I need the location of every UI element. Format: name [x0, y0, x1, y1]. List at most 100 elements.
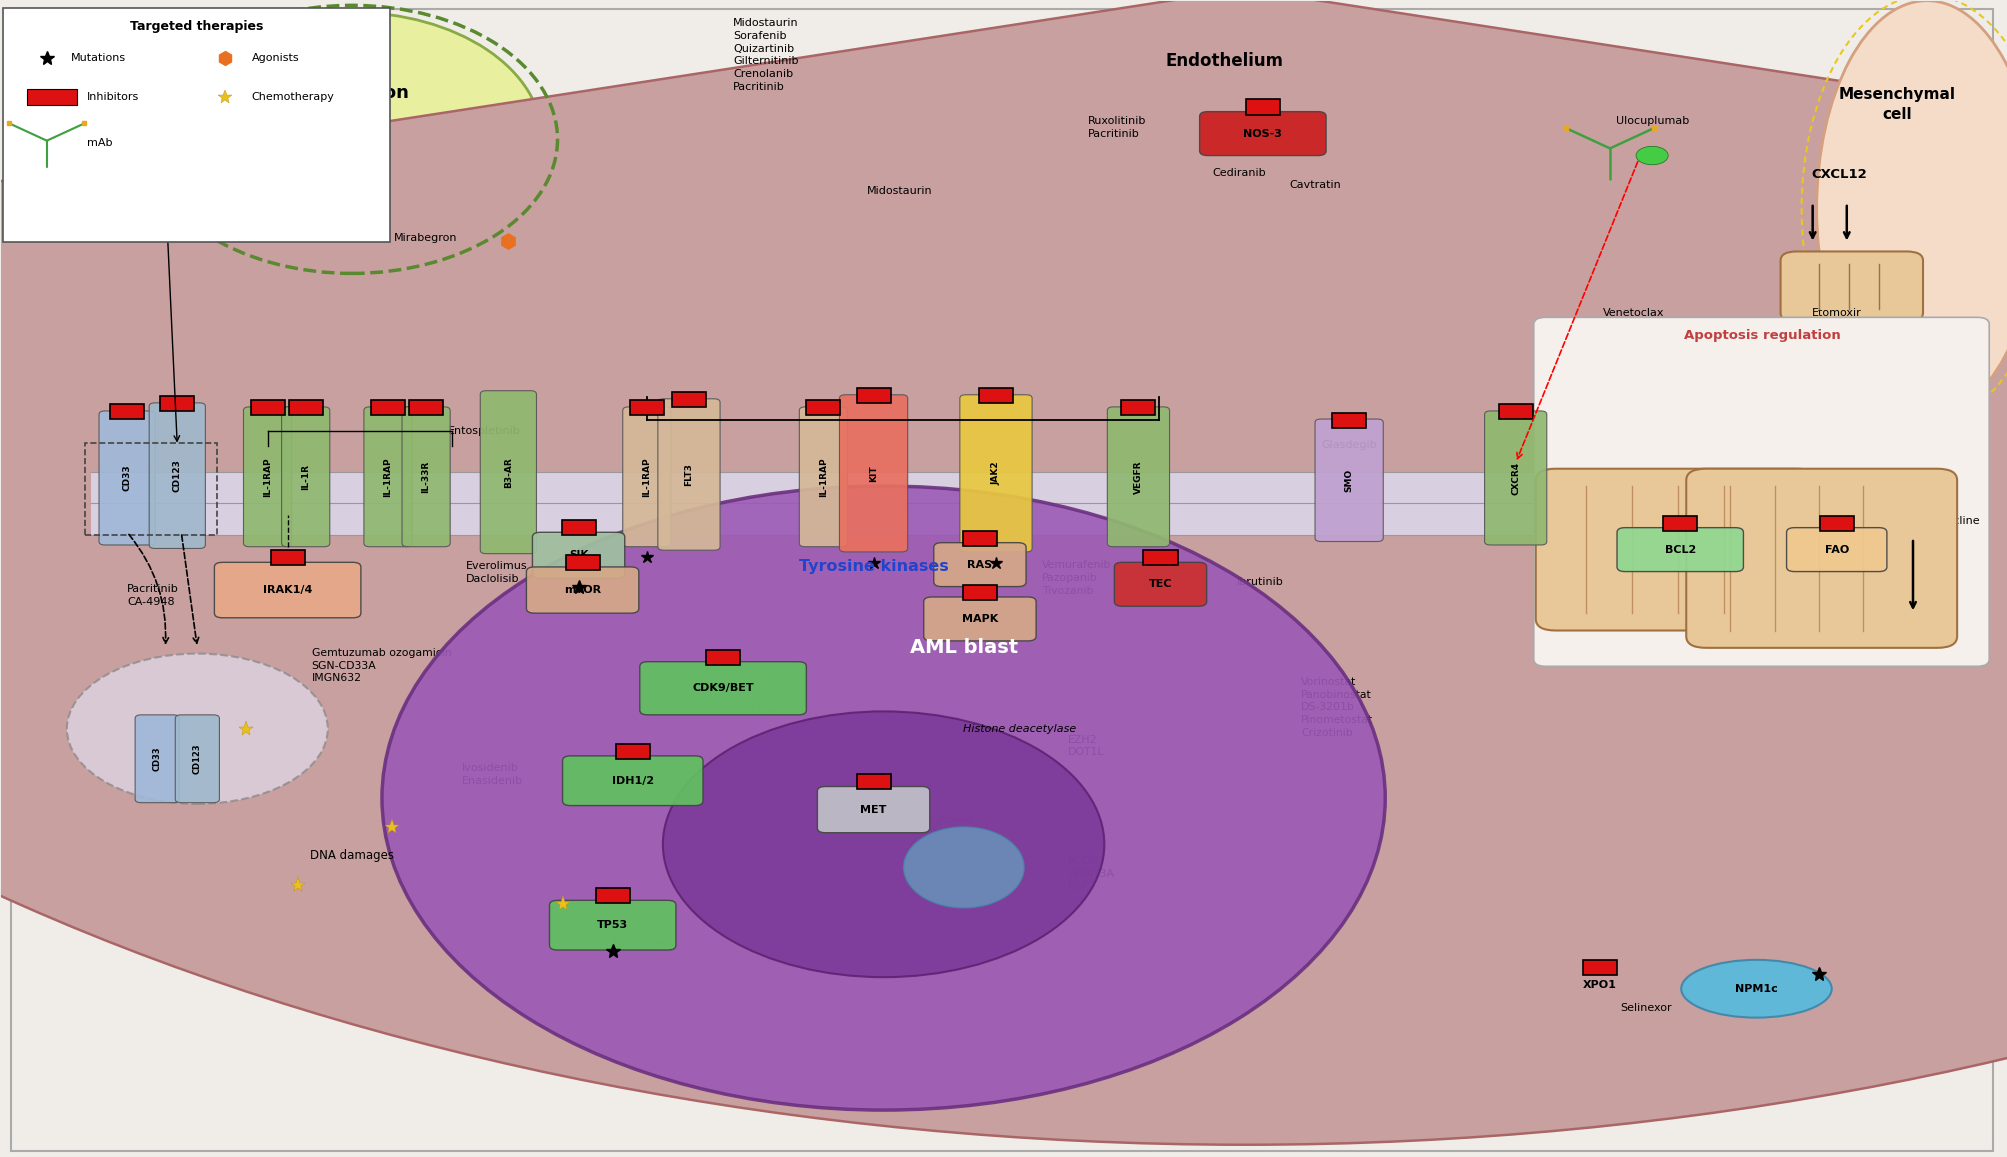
FancyBboxPatch shape [10, 9, 1993, 1150]
Text: CDK9/BET: CDK9/BET [692, 684, 753, 693]
Text: Inhibitors: Inhibitors [86, 91, 138, 102]
Text: SIK: SIK [568, 551, 588, 560]
Text: BCL2: BCL2 [1664, 545, 1696, 554]
FancyBboxPatch shape [161, 396, 195, 411]
Text: IL-1RAP: IL-1RAP [642, 457, 650, 496]
Text: IL-1RAP: IL-1RAP [819, 457, 827, 496]
FancyBboxPatch shape [596, 889, 630, 904]
FancyBboxPatch shape [933, 543, 1026, 587]
Text: IDH1/2: IDH1/2 [612, 775, 654, 786]
FancyBboxPatch shape [1616, 528, 1742, 572]
Text: Vemurafenib
Pazopanib
Tivozanib: Vemurafenib Pazopanib Tivozanib [1042, 560, 1112, 596]
Text: BCOR
DNMT3A
RSF2: BCOR DNMT3A RSF2 [1068, 856, 1114, 891]
FancyBboxPatch shape [562, 756, 702, 805]
Circle shape [1636, 146, 1668, 164]
Text: Azacytidine
Decitabine
Guadecitabine: Azacytidine Decitabine Guadecitabine [909, 816, 987, 852]
Text: NPM1c: NPM1c [1734, 983, 1776, 994]
FancyBboxPatch shape [1106, 407, 1168, 547]
FancyBboxPatch shape [963, 531, 997, 546]
FancyBboxPatch shape [243, 407, 291, 547]
FancyBboxPatch shape [658, 399, 721, 551]
Text: Ruxolitinib
Pacritinib: Ruxolitinib Pacritinib [1088, 116, 1146, 139]
Text: MET: MET [859, 804, 887, 815]
Text: Vorinostat
Panobinostat
DS-3201b
Pinometostat
Crizotinib: Vorinostat Panobinostat DS-3201b Pinomet… [1301, 677, 1373, 738]
FancyBboxPatch shape [532, 532, 624, 578]
Text: CD33: CD33 [153, 746, 163, 771]
Text: SMO: SMO [1345, 469, 1353, 492]
FancyBboxPatch shape [175, 715, 219, 803]
FancyBboxPatch shape [963, 584, 997, 599]
FancyBboxPatch shape [26, 89, 76, 104]
FancyBboxPatch shape [672, 392, 706, 407]
Text: TP53: TP53 [596, 920, 628, 930]
Text: Cediranib: Cediranib [1212, 168, 1264, 178]
Text: Ivosidenib
Enasidenib: Ivosidenib Enasidenib [462, 764, 524, 787]
Text: RAS: RAS [967, 560, 991, 569]
FancyBboxPatch shape [1686, 469, 1957, 648]
FancyBboxPatch shape [90, 472, 1907, 536]
FancyBboxPatch shape [1483, 411, 1545, 545]
FancyBboxPatch shape [98, 411, 155, 545]
FancyBboxPatch shape [616, 744, 650, 759]
FancyBboxPatch shape [110, 404, 145, 419]
Ellipse shape [662, 712, 1104, 978]
FancyBboxPatch shape [630, 400, 664, 415]
FancyBboxPatch shape [562, 521, 596, 536]
FancyBboxPatch shape [134, 715, 179, 803]
Text: CD33: CD33 [122, 465, 132, 492]
Text: Mutations: Mutations [70, 53, 126, 64]
Text: IL-33R: IL-33R [421, 460, 429, 493]
FancyBboxPatch shape [281, 407, 329, 547]
FancyBboxPatch shape [289, 400, 323, 415]
FancyBboxPatch shape [566, 555, 600, 570]
Text: Entospletinib: Entospletinib [448, 426, 520, 435]
Text: MAPK: MAPK [961, 614, 997, 624]
FancyBboxPatch shape [1315, 419, 1383, 541]
Text: Midostaurin: Midostaurin [867, 185, 931, 196]
Text: JAK2: JAK2 [991, 462, 999, 485]
Text: CXCR4: CXCR4 [1511, 462, 1519, 494]
FancyBboxPatch shape [401, 407, 450, 547]
FancyBboxPatch shape [1114, 562, 1206, 606]
FancyBboxPatch shape [271, 551, 305, 566]
FancyBboxPatch shape [817, 787, 929, 833]
Text: Venetoclax: Venetoclax [1602, 308, 1664, 318]
Text: IRAK1/4: IRAK1/4 [263, 585, 313, 595]
FancyBboxPatch shape [1120, 400, 1154, 415]
Text: Elesclemol: Elesclemol [612, 937, 672, 946]
Text: Tyrosine kinases: Tyrosine kinases [799, 560, 947, 574]
FancyBboxPatch shape [1198, 111, 1325, 155]
Text: mAb: mAb [86, 138, 112, 148]
FancyBboxPatch shape [807, 400, 841, 415]
FancyBboxPatch shape [857, 774, 891, 789]
Text: B3-AR: B3-AR [504, 457, 512, 487]
Text: Glasdegib: Glasdegib [1321, 440, 1377, 450]
FancyBboxPatch shape [480, 391, 536, 554]
Text: XPO1: XPO1 [1582, 980, 1616, 990]
Text: Chemotherapy: Chemotherapy [251, 91, 335, 102]
FancyBboxPatch shape [857, 388, 891, 403]
FancyBboxPatch shape [550, 900, 676, 950]
Text: IL-1RAP: IL-1RAP [263, 457, 271, 496]
Text: Ulocuplumab: Ulocuplumab [1616, 116, 1688, 126]
FancyBboxPatch shape [1497, 404, 1531, 419]
Ellipse shape [1816, 1, 2007, 417]
FancyBboxPatch shape [923, 597, 1036, 641]
Text: AML blast: AML blast [909, 639, 1018, 657]
FancyBboxPatch shape [1662, 516, 1696, 531]
FancyBboxPatch shape [526, 567, 638, 613]
FancyBboxPatch shape [640, 662, 807, 715]
FancyBboxPatch shape [1533, 317, 1989, 666]
FancyBboxPatch shape [799, 407, 847, 547]
FancyBboxPatch shape [1142, 551, 1176, 566]
FancyBboxPatch shape [251, 400, 285, 415]
FancyBboxPatch shape [959, 395, 1032, 552]
Text: Ibrutinib: Ibrutinib [1236, 577, 1282, 587]
FancyBboxPatch shape [979, 388, 1012, 403]
Text: Cavtratin: Cavtratin [1288, 179, 1341, 190]
FancyBboxPatch shape [1780, 251, 1923, 322]
FancyBboxPatch shape [622, 407, 670, 547]
Text: Midostaurin
Sorafenib
Quizartinib
Gilternitinib
Crenolanib
Pacritinib: Midostaurin Sorafenib Quizartinib Gilter… [733, 19, 799, 93]
FancyBboxPatch shape [215, 562, 361, 618]
Text: Gemtuzumab ozogamicin
SGN-CD33A
IMGN632: Gemtuzumab ozogamicin SGN-CD33A IMGN632 [311, 648, 452, 684]
